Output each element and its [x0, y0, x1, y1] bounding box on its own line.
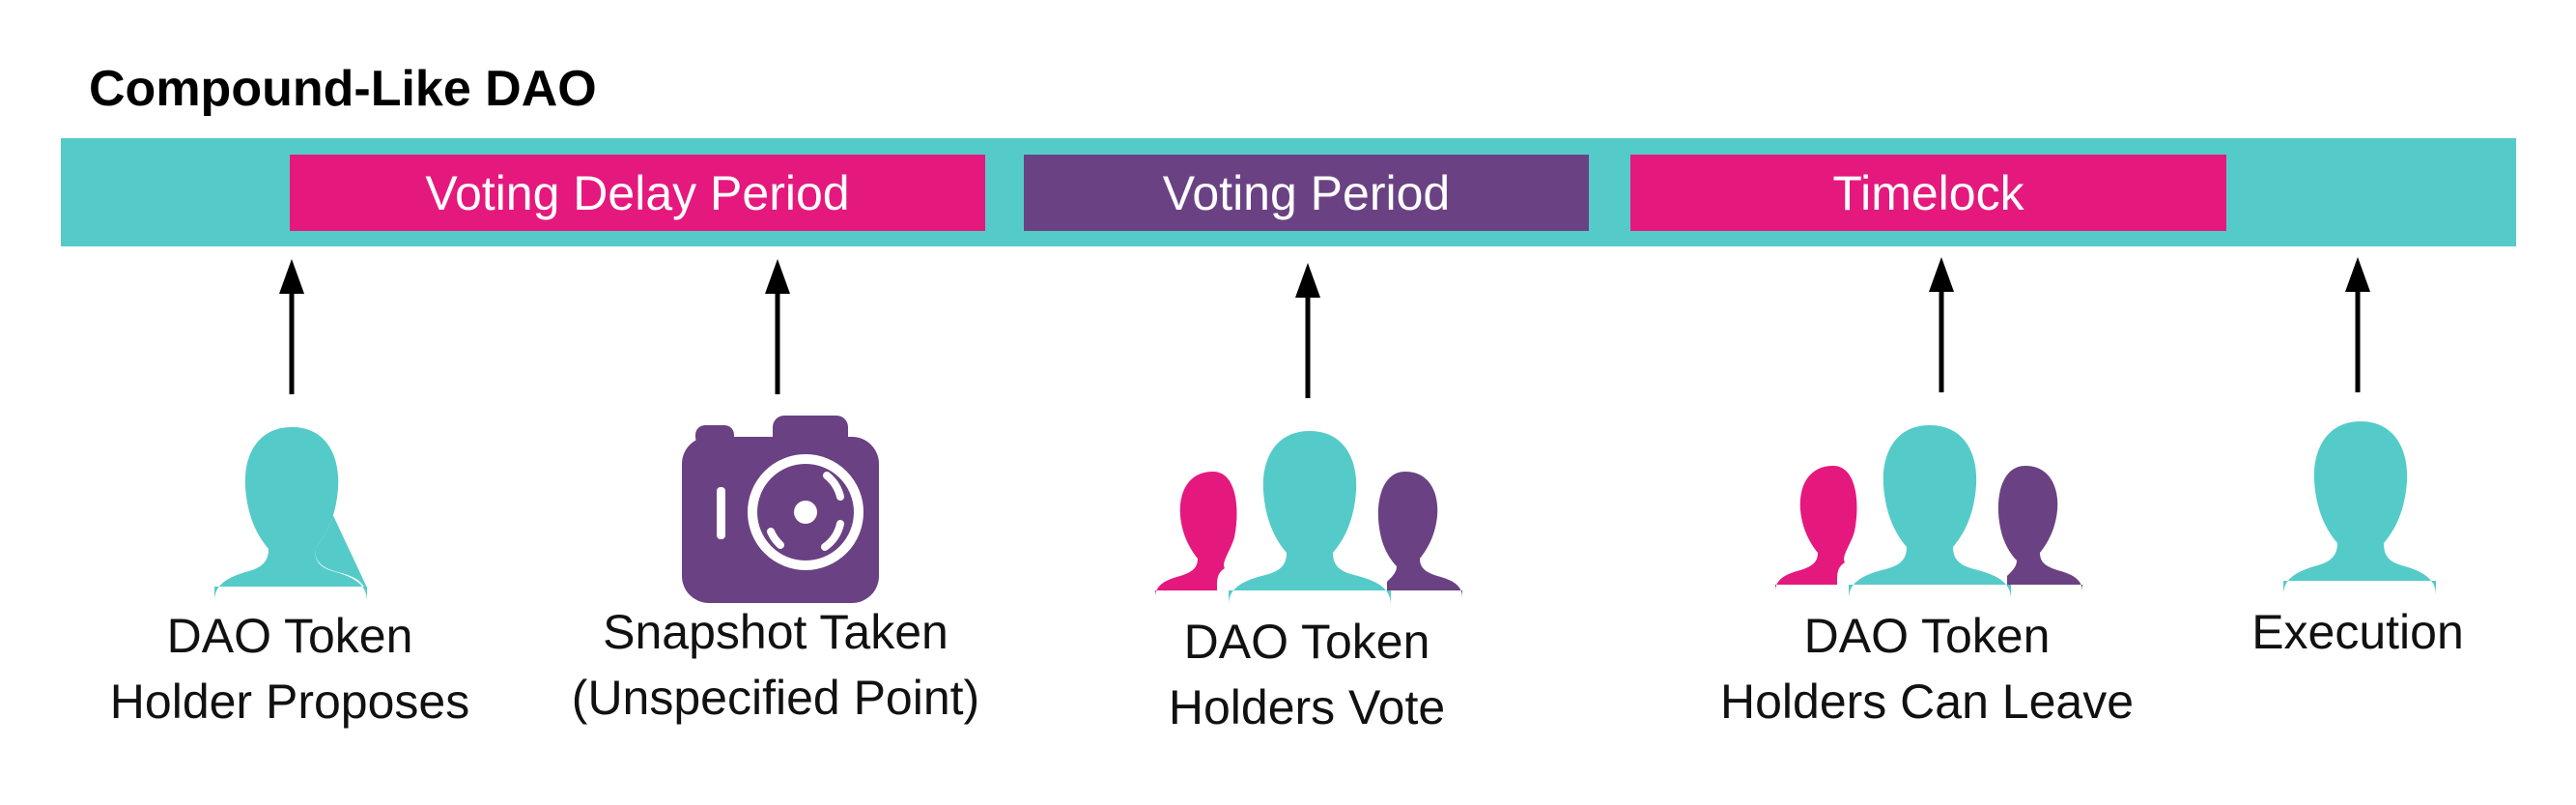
event-label-leave: DAO Token Holders Can Leave	[1719, 609, 2135, 729]
arrow-execution	[2345, 257, 2370, 392]
phase-timelock: Timelock	[1630, 155, 2226, 231]
phase-voting-period: Voting Period	[1024, 155, 1589, 231]
arrow-snapshot	[765, 259, 790, 394]
group-icon	[1155, 431, 1462, 605]
person-icon	[2283, 421, 2436, 595]
arrow-vote	[1295, 263, 1320, 398]
diagram-title: Compound-Like DAO	[89, 61, 597, 117]
event-label-proposes: DAO Token Holder Proposes	[109, 609, 470, 729]
timeline-bar: Voting Delay Period Voting Period Timelo…	[61, 138, 2516, 246]
event-label-vote: DAO Token Holders Vote	[1168, 615, 1446, 734]
camera-icon	[682, 416, 879, 603]
arrow-proposes	[279, 259, 304, 394]
event-label-snapshot: Snapshot Taken (Unspecified Point)	[571, 605, 980, 725]
event-label-execution: Execution	[2251, 605, 2464, 659]
phase-voting-delay-period: Voting Delay Period	[290, 155, 985, 231]
arrow-leave	[1929, 257, 1954, 392]
group-icon	[1775, 425, 2082, 599]
person-icon	[214, 427, 367, 601]
